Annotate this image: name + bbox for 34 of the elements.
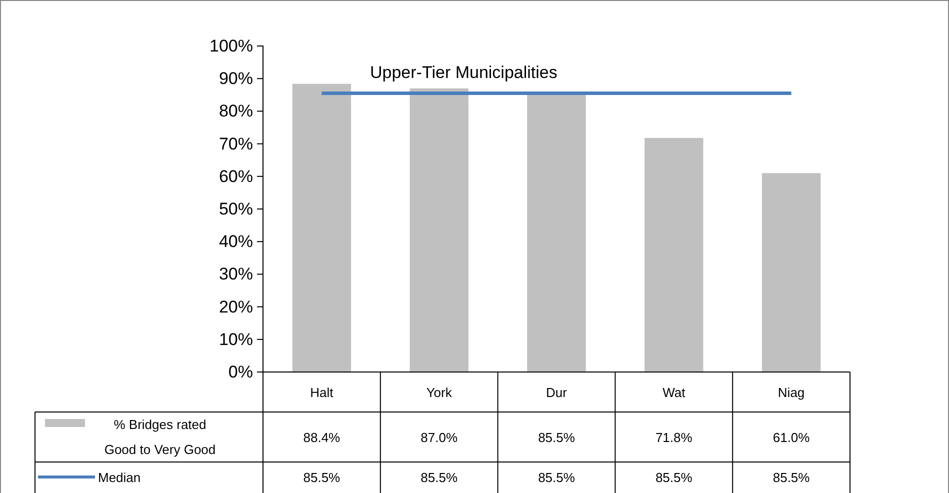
data-label: 88.4% [303,430,341,445]
y-tick-label: 70% [218,134,253,154]
legend-label: Median [98,470,141,485]
data-label: 85.5% [303,470,341,485]
data-label: 85.5% [538,430,576,445]
y-tick-label: 90% [218,69,253,88]
y-tick-label: 40% [218,232,253,252]
y-tick-label: 60% [218,166,253,186]
x-tick-label: Dur [546,385,568,400]
y-tick-label: 100% [210,36,253,56]
x-tick-label: York [426,385,452,400]
text: Upper-Tier Municipalities [370,63,558,82]
bar [644,138,704,372]
y-tick-label: 80% [218,102,253,121]
bar [762,173,821,372]
data-label: 87.0% [420,430,458,445]
y-tick-label: 0% [228,362,253,382]
x-tick-label: Niag [778,385,805,400]
bar [410,88,468,372]
bar [527,93,586,372]
data-label: 85.5% [655,470,693,485]
data-label: 61.0% [772,430,810,445]
x-tick-label: Wat [662,385,686,400]
legend-label: % Bridges rated Good to Very Good [104,417,216,457]
x-tick-label: Halt [310,385,334,400]
y-tick-label: 50% [218,199,253,218]
data-label: 85.5% [772,470,810,485]
bar [292,84,352,372]
y-tick-label: 10% [218,330,253,349]
y-tick-label: 30% [218,264,253,284]
data-label: 71.8% [655,430,693,445]
y-tick-label: 20% [218,297,253,316]
data-label: 85.5% [538,470,576,485]
data-label: 85.5% [420,470,458,485]
